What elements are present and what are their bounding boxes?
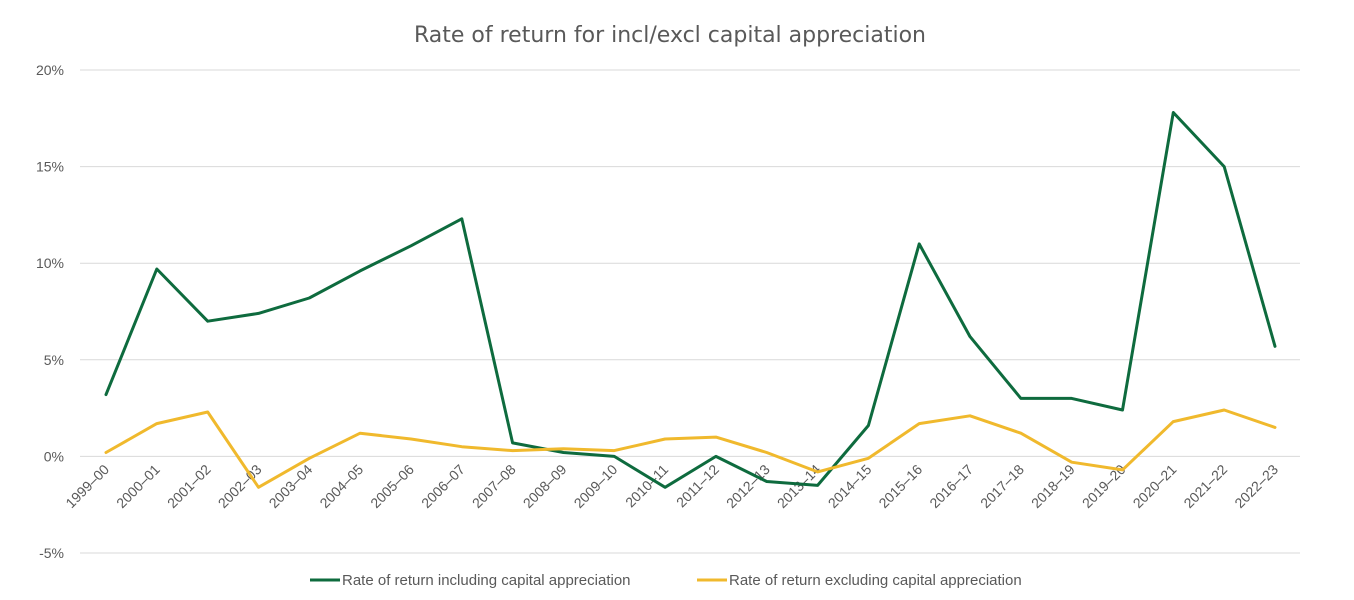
gridlines [80,69,1300,554]
x-tick-label: 2008–09 [520,461,570,511]
y-tick-label: 5% [44,352,64,368]
series-line-1 [104,111,1277,489]
x-tick-label: 2018–19 [1028,461,1078,511]
x-tick-label: 2009–10 [571,461,621,511]
chart-title: Rate of return for incl/excl capital app… [414,23,926,48]
x-tick-label: 2005–06 [367,461,417,511]
legend: Rate of return including capital appreci… [310,572,1022,589]
x-tick-label: 2001–02 [164,461,214,511]
x-tick-label: 2015–16 [875,461,925,511]
series-lines [104,111,1277,489]
x-tick-label: 1999–00 [62,461,112,511]
x-tick-label: 2021–22 [1180,461,1230,511]
x-tick-label: 2004–05 [316,461,366,511]
x-tick-label: 2012–13 [723,461,773,511]
x-tick-label: 2020–21 [1130,461,1180,511]
x-tick-label: 2022–23 [1231,461,1281,511]
y-tick-label: 0% [44,448,64,464]
y-tick-label: -5% [39,545,64,561]
y-tick-label: 20% [36,62,64,78]
y-tick-label: 15% [36,159,64,175]
x-tick-label: 2006–07 [418,461,468,511]
legend-label: Rate of return including capital appreci… [342,572,631,589]
series-line-2 [104,408,1277,489]
x-tick-label: 2000–01 [113,461,163,511]
x-tick-label: 2007–08 [469,461,519,511]
y-tick-label: 10% [36,255,64,271]
legend-label: Rate of return excluding capital appreci… [729,572,1022,589]
x-tick-label: 2017–18 [977,461,1027,511]
y-axis-ticks: -5% 0% 5% 10% 15% 20% [36,62,64,561]
x-tick-label: 2016–17 [926,461,976,511]
